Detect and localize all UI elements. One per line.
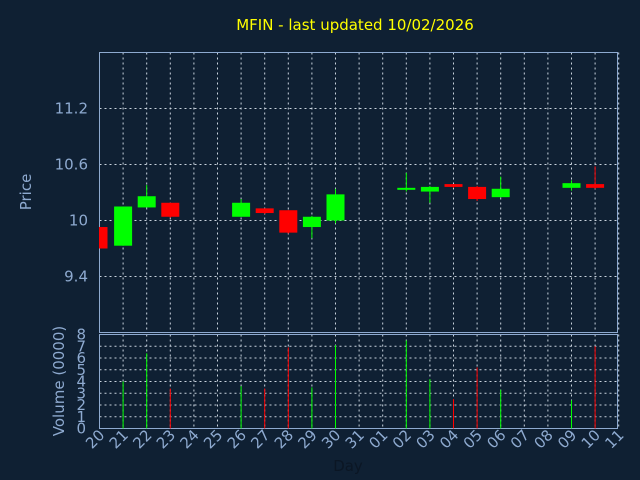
chart-title: MFIN - last updated 10/02/2026: [236, 16, 474, 34]
x-ticks: 2021222324252627282930310102030405060708…: [82, 426, 627, 452]
candle-03: [420, 185, 439, 203]
x-tick-label: 01: [365, 426, 391, 452]
price-y-ticks: 9.4 10 10.6 11.2: [55, 100, 88, 286]
candle-body: [397, 187, 416, 190]
candle-21: [114, 206, 133, 246]
candle-body: [326, 194, 345, 221]
candle-23: [161, 202, 180, 218]
x-tick-label: 02: [389, 426, 415, 452]
candle-body: [232, 202, 251, 217]
x-tick-label: 08: [530, 426, 556, 452]
candle-02: [397, 172, 416, 192]
x-tick-label: 21: [106, 426, 132, 452]
candle-20: [99, 227, 108, 249]
candle-body: [468, 186, 487, 200]
candle-22: [137, 185, 156, 208]
volume-tick-label: 0: [76, 420, 86, 438]
x-tick-label: 20: [82, 426, 108, 452]
candle-body: [161, 202, 180, 217]
candle-28: [279, 210, 298, 234]
price-tick-label: 11.2: [55, 100, 88, 118]
candle-body: [114, 206, 133, 246]
volume-grid: [99, 334, 620, 429]
candle-10: [586, 166, 605, 189]
volume-tick-label: 3: [76, 384, 86, 402]
price-tick-label: 10: [69, 212, 88, 230]
x-tick-label: 06: [483, 426, 509, 452]
candle-27: [255, 208, 274, 214]
candle-body: [255, 208, 274, 214]
x-tick-label: 09: [554, 426, 580, 452]
candle-body: [586, 184, 605, 188]
candle-09: [562, 180, 581, 191]
price-tick-label: 10.6: [55, 156, 88, 174]
candle-30: [326, 188, 345, 224]
x-tick-label: 22: [129, 426, 155, 452]
candle-04: [444, 184, 463, 188]
x-tick-label: 26: [224, 426, 250, 452]
volume-panel-frame: [99, 334, 618, 429]
x-tick-label: 27: [247, 426, 273, 452]
x-tick-label: 30: [318, 426, 344, 452]
x-tick-label: 28: [271, 426, 297, 452]
x-tick-label: 10: [578, 426, 604, 452]
candle-06: [491, 176, 510, 198]
candle-26: [232, 199, 251, 217]
price-tick-label: 9.4: [64, 268, 88, 286]
volume-axis-label: Volume (0000): [50, 326, 68, 436]
candle-body: [444, 184, 463, 187]
x-tick-label: 05: [460, 426, 486, 452]
volume-tick-label: 8: [76, 326, 86, 344]
candle-29: [302, 215, 321, 239]
candle-body: [99, 227, 108, 249]
x-tick-label: 29: [294, 426, 320, 452]
candle-body: [420, 186, 439, 192]
volume-tick-label: 1: [76, 408, 86, 426]
x-axis-label: Day: [333, 457, 363, 475]
candle-body: [302, 216, 321, 228]
x-tick-label: 25: [200, 426, 226, 452]
x-tick-label: 24: [176, 426, 202, 452]
price-axis-label: Price: [17, 174, 35, 211]
candle-body: [562, 183, 581, 188]
candles: [99, 166, 605, 249]
candle-05: [468, 185, 487, 201]
x-tick-label: 04: [436, 426, 462, 452]
price-panel-frame: [99, 52, 618, 333]
x-tick-label: 03: [412, 426, 438, 452]
x-tick-label: 31: [342, 426, 368, 452]
x-tick-label: 23: [153, 426, 179, 452]
x-tick-label: 11: [601, 426, 627, 452]
candle-body: [279, 210, 298, 233]
x-tick-label: 07: [507, 426, 533, 452]
volume-tick-label: 2: [76, 396, 86, 414]
volume-tick-label: 4: [76, 373, 86, 391]
price-grid: [99, 52, 620, 333]
candle-body: [137, 196, 156, 208]
volume-tick-label: 7: [76, 337, 86, 355]
volume-bars: [122, 340, 596, 429]
candle-body: [491, 188, 510, 198]
volume-tick-label: 5: [76, 361, 86, 379]
volume-tick-label: 6: [76, 349, 86, 367]
